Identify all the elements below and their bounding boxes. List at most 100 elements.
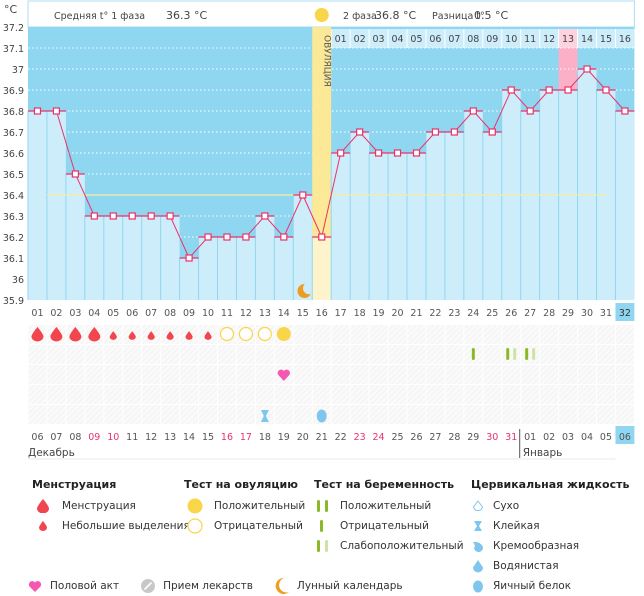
pregnancy-test-bar-icon [525, 348, 529, 360]
creamy-icon [471, 540, 485, 552]
legend-label: Менструация [62, 500, 136, 512]
marker-cell [199, 345, 217, 364]
marker-cell [464, 385, 483, 404]
legend-item: Прием лекарств [141, 578, 253, 594]
marker-cell [331, 385, 350, 404]
temperature-point [280, 233, 288, 241]
circle-outline-icon [184, 518, 206, 534]
marker-cell [559, 325, 578, 344]
date-label: 05 [600, 432, 612, 443]
temperature-bar [444, 132, 464, 300]
ovulation-test-positive-icon [276, 327, 291, 341]
marker-cell [85, 365, 104, 384]
marker-cell [293, 405, 312, 424]
date-label: 23 [354, 432, 366, 443]
marker-cell [312, 345, 331, 364]
legend-label: Положительный [214, 500, 306, 512]
legend-label: Небольшие выделения [62, 520, 190, 532]
marker-cell [180, 385, 199, 404]
phase2-day-label: 08 [467, 34, 479, 45]
cycle-day-label: 29 [562, 308, 574, 319]
cycle-day-label: 08 [164, 308, 176, 319]
temperature-bar [388, 153, 407, 300]
temperature-bar [425, 132, 445, 300]
drop-large-icon [88, 327, 101, 342]
marker-cell [540, 385, 559, 404]
marker-cell [483, 405, 502, 424]
date-label: 16 [221, 432, 233, 443]
cycle-day-label: 05 [107, 308, 119, 319]
pregnancy-test-negative-icon [471, 348, 475, 360]
temperature-point [128, 212, 136, 220]
temperature-point [204, 233, 212, 241]
temperature-bar [577, 69, 597, 300]
marker-cell [142, 345, 161, 364]
marker-cell [578, 385, 596, 404]
y-tick-label: 36.9 [3, 86, 24, 97]
marker-cell [66, 385, 85, 404]
phase2-day-label: 10 [505, 34, 517, 45]
marker-cell [407, 365, 426, 384]
phase2-day-label: 07 [448, 34, 460, 45]
date-label: 04 [581, 432, 593, 443]
weak-bar-icon [314, 539, 332, 553]
marker-cell [199, 365, 217, 384]
marker-cell [578, 405, 596, 424]
temperature-point [602, 86, 610, 94]
legend-item: Положительный [314, 496, 464, 516]
marker-cell [66, 345, 85, 364]
marker-cell [350, 405, 369, 424]
legend-label: Половой акт [50, 580, 120, 592]
legend-label: Отрицательный [214, 520, 303, 532]
date-label: 17 [240, 432, 252, 443]
marker-cell [445, 345, 464, 364]
cycle-day-label: 11 [221, 308, 233, 319]
marker-cell [123, 385, 142, 404]
temperature-point [71, 170, 79, 178]
temperature-bar [46, 111, 66, 300]
legend-item: Клейкая [471, 516, 629, 536]
marker-cell [66, 405, 85, 424]
cycle-day-label: 04 [88, 308, 100, 319]
temperature-bar [141, 216, 161, 300]
temperature-point [526, 107, 534, 115]
marker-cell [161, 365, 180, 384]
marker-cell [540, 365, 559, 384]
marker-cell [123, 365, 142, 384]
temperature-bar [160, 216, 180, 300]
marker-cell [388, 345, 407, 364]
cycle-day-label: 17 [335, 308, 347, 319]
marker-cell [104, 385, 123, 404]
legend-item: Слабоположительный [314, 536, 464, 556]
temperature-point [412, 149, 421, 157]
ovulation-test-negative-icon [238, 326, 254, 342]
pill-icon [141, 579, 156, 593]
marker-cell [180, 365, 199, 384]
sticky-icon [260, 410, 269, 422]
marker-cell [161, 385, 180, 404]
marker-cell [559, 405, 578, 424]
cycle-day-label: 03 [69, 308, 81, 319]
marker-cell [218, 385, 236, 404]
temperature-bar [463, 111, 483, 300]
marker-cell [66, 365, 85, 384]
marker-cell [615, 345, 634, 364]
cycle-day-label: 21 [410, 308, 422, 319]
cycle-day-label: 06 [126, 308, 138, 319]
date-label: 24 [373, 432, 385, 443]
highlight-day-cell [558, 29, 578, 48]
eggwhite-icon [471, 579, 485, 593]
marker-cell [104, 345, 123, 364]
phase2-day-label: 09 [486, 34, 498, 45]
current-day-cell [615, 303, 635, 321]
marker-cell [274, 385, 293, 404]
marker-cell [615, 365, 634, 384]
ovulation-test-negative-icon [219, 326, 235, 342]
marker-cell [350, 325, 369, 344]
legend-label: Прием лекарств [163, 580, 253, 592]
cycle-day-label: 19 [373, 308, 385, 319]
temperature-point [109, 212, 117, 220]
marker-cell [142, 405, 161, 424]
y-tick-label: 36.4 [3, 191, 24, 202]
